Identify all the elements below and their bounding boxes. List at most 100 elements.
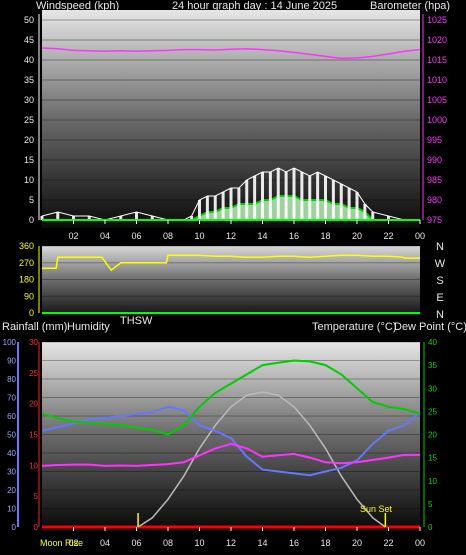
wind-speed-bar bbox=[56, 212, 60, 220]
time-tick-label: 08 bbox=[163, 231, 173, 241]
direction-panel-background bbox=[42, 246, 420, 316]
temperature-tick-label: 0 bbox=[428, 523, 433, 532]
barometer-tick-label: 980 bbox=[427, 195, 442, 205]
wind-tick-label: 10 bbox=[24, 175, 34, 185]
wind-speed-bar bbox=[245, 180, 249, 220]
solar-curve bbox=[137, 391, 386, 528]
temperature-tick-label: 5 bbox=[428, 500, 433, 509]
barometer-tick-label: 1020 bbox=[427, 35, 447, 45]
wind-tick-label: 0 bbox=[29, 215, 34, 225]
compass-label: S bbox=[436, 275, 443, 287]
humidity-tick-label: 80 bbox=[7, 375, 16, 384]
time-tick-label: 08 bbox=[163, 538, 173, 548]
time-tick-label: 04 bbox=[100, 231, 110, 241]
rainfall-tick-label: 5 bbox=[34, 492, 39, 501]
time-tick-label: 16 bbox=[289, 538, 299, 548]
wind-speed-bar bbox=[253, 176, 257, 220]
barometer-tick-label: 1005 bbox=[427, 95, 447, 105]
direction-tick-label: 270 bbox=[19, 258, 34, 268]
time-tick-label: 10 bbox=[194, 231, 204, 241]
rainfall-tick-label: 20 bbox=[29, 400, 38, 409]
compass-label: E bbox=[436, 292, 443, 304]
time-tick-label: 20 bbox=[352, 231, 362, 241]
wind-speed-line bbox=[41, 167, 420, 221]
wind-speed-bar bbox=[324, 176, 327, 220]
barometer-line bbox=[41, 47, 421, 60]
wind-speed-bar bbox=[331, 180, 335, 220]
humidity-tick-label: 20 bbox=[7, 486, 16, 495]
temperature-tick-label: 20 bbox=[428, 431, 437, 440]
chart-title: 24 hour graph day : 14 June 2025 bbox=[172, 0, 337, 12]
wind-speed-bar bbox=[229, 188, 233, 220]
wind-speed-bar bbox=[276, 168, 280, 220]
wind-speed-bar bbox=[300, 172, 304, 220]
wind-tick-label: 25 bbox=[24, 115, 34, 125]
direction-tick-label: 360 bbox=[19, 241, 34, 251]
time-tick-label: 12 bbox=[226, 231, 236, 241]
wind-speed-bar bbox=[221, 192, 225, 220]
time-tick-label: 16 bbox=[289, 231, 299, 241]
temp-panel-background bbox=[42, 342, 420, 528]
barometer-tick-label: 995 bbox=[427, 135, 442, 145]
wind-speed-bar bbox=[363, 204, 367, 220]
time-tick-label: 12 bbox=[226, 538, 236, 548]
humidity-tick-label: 60 bbox=[7, 412, 16, 421]
humidity-tick-label: 50 bbox=[7, 431, 16, 440]
direction-tick-label: 90 bbox=[24, 291, 34, 301]
temperature-tick-label: 25 bbox=[428, 407, 437, 416]
moon-rise-label: Moon Rise bbox=[40, 538, 83, 548]
barometer-tick-label: 1015 bbox=[427, 55, 447, 65]
humidity-tick-label: 90 bbox=[7, 357, 16, 366]
wind-speed-bar bbox=[190, 216, 194, 220]
wind-speed-bar bbox=[308, 176, 312, 220]
time-tick-label: 04 bbox=[100, 538, 110, 548]
barometer-tick-label: 990 bbox=[427, 155, 442, 165]
wind-tick-label: 50 bbox=[24, 15, 34, 25]
time-tick-label: 14 bbox=[257, 231, 267, 241]
temperature-tick-label: 40 bbox=[428, 338, 437, 347]
humidity-tick-label: 70 bbox=[7, 394, 16, 403]
time-tick-label: 00 bbox=[415, 231, 425, 241]
dewpoint-axis-label: Dew Point (°C) bbox=[394, 321, 466, 333]
rainfall-axis-label: Rainfall (mm) bbox=[2, 321, 67, 333]
wind-tick-label: 45 bbox=[24, 35, 34, 45]
time-tick-label: 10 bbox=[194, 538, 204, 548]
wind-speed-bar bbox=[387, 216, 390, 220]
compass-label: N bbox=[436, 309, 444, 321]
humidity-tick-label: 100 bbox=[3, 338, 17, 347]
sun-set-label: Sun Set bbox=[360, 504, 393, 514]
time-tick-label: 18 bbox=[320, 231, 330, 241]
compass-label: N bbox=[436, 241, 444, 253]
wind-axis-label: Windspeed (kph) bbox=[36, 0, 119, 12]
humidity-axis-label: Humidity bbox=[67, 321, 110, 333]
wind-speed-bar bbox=[119, 216, 123, 220]
humidity-tick-label: 40 bbox=[7, 449, 16, 458]
wind-tick-label: 40 bbox=[24, 55, 34, 65]
time-tick-label: 06 bbox=[131, 538, 141, 548]
wind-tick-label: 5 bbox=[29, 195, 34, 205]
direction-tick-label: 0 bbox=[29, 308, 34, 318]
wind-speed-bar bbox=[347, 188, 351, 220]
wind-speed-bar bbox=[371, 212, 375, 220]
wind-speed-bar bbox=[284, 172, 288, 220]
rainfall-tick-label: 30 bbox=[29, 338, 38, 347]
humidity-tick-label: 10 bbox=[7, 505, 16, 514]
wind-speed-bar bbox=[87, 216, 91, 220]
wind-speed-bar bbox=[237, 188, 241, 220]
time-tick-label: 22 bbox=[383, 538, 393, 548]
humidity-tick-label: 0 bbox=[12, 523, 17, 532]
thsw-line bbox=[41, 359, 421, 436]
wind-speed-bar bbox=[198, 200, 201, 220]
barometer-axis-label: Barometer (hpa) bbox=[370, 0, 450, 12]
temperature-tick-label: 15 bbox=[428, 454, 437, 463]
rainfall-tick-label: 10 bbox=[29, 461, 38, 470]
wind-speed-bar bbox=[268, 172, 272, 220]
time-tick-label: 02 bbox=[68, 231, 78, 241]
time-tick-label: 18 bbox=[320, 538, 330, 548]
wind-tick-label: 15 bbox=[24, 155, 34, 165]
time-tick-label: 20 bbox=[352, 538, 362, 548]
rainfall-tick-label: 25 bbox=[29, 369, 38, 378]
time-tick-label: 02 bbox=[68, 538, 78, 548]
wind-speed-bar bbox=[72, 216, 75, 220]
